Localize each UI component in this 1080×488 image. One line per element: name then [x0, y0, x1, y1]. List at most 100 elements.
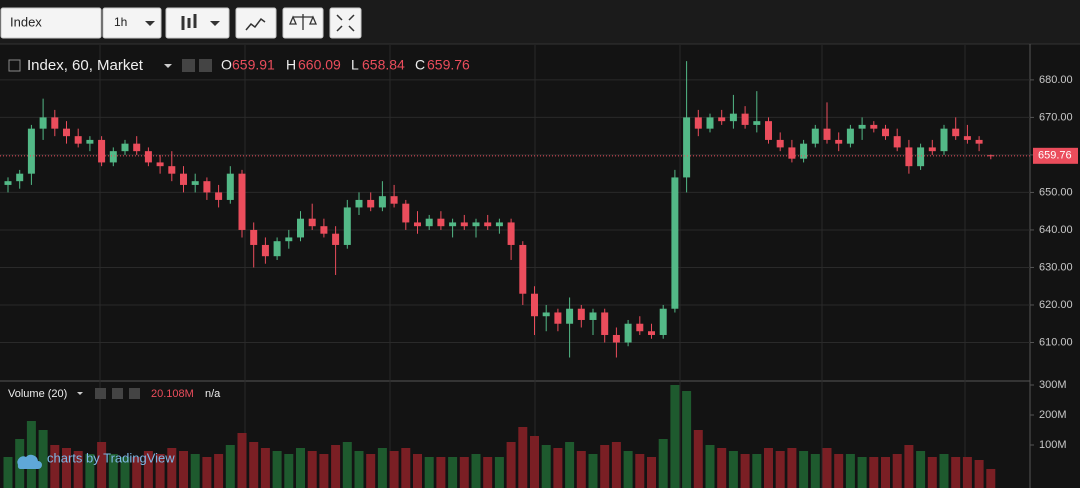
symbol-box[interactable]: [0, 7, 102, 39]
candle-body: [542, 312, 550, 317]
eye-icon[interactable]: [95, 388, 106, 399]
y-tick-label: 300M: [1039, 379, 1067, 391]
eye-icon[interactable]: [182, 59, 195, 72]
close-icon[interactable]: [129, 388, 140, 399]
candle-body: [367, 199, 375, 208]
candle-body: [566, 308, 574, 324]
candle-body: [811, 128, 819, 144]
candle-body: [168, 166, 176, 174]
candle-body: [297, 218, 304, 238]
candle-body: [753, 121, 761, 125]
volume-title: Volume (20): [8, 388, 67, 400]
candle-body: [414, 222, 421, 227]
marks: [3, 61, 996, 488]
indicators-icon: [245, 17, 266, 31]
candle-body: [472, 222, 480, 227]
legend-open: 659.91: [232, 57, 275, 73]
legend-low: 658.84: [362, 57, 405, 73]
interval-box[interactable]: [102, 7, 162, 39]
grid: [0, 45, 1030, 488]
candle-body: [940, 128, 948, 152]
dropdown-arrow: [210, 21, 220, 26]
candle-body: [484, 222, 492, 227]
last-price-label: 659.76: [1038, 150, 1072, 162]
candle-body: [437, 218, 445, 227]
candle-body: [554, 312, 562, 324]
candle-body: [706, 117, 714, 129]
candle-body: [308, 218, 316, 227]
candle-body: [378, 196, 386, 208]
last-price-box: [1033, 147, 1078, 164]
candle-body: [238, 173, 246, 230]
indicators-button[interactable]: [235, 7, 277, 39]
candle-body: [4, 181, 12, 185]
attribution[interactable]: charts by TradingView: [47, 450, 175, 465]
y-tick-label: 680.00: [1039, 74, 1073, 86]
settings-icon[interactable]: [199, 59, 212, 72]
y-tick-label: 650.00: [1039, 186, 1073, 198]
candle-body: [425, 218, 433, 227]
candle-body: [133, 143, 141, 152]
candle-body: [963, 136, 971, 140]
fullscreen-button[interactable]: [329, 7, 362, 39]
volume-value: 20.108M: [151, 388, 194, 400]
candle-body: [928, 147, 936, 152]
candle-body: [917, 147, 925, 167]
dropdown-arrow: [77, 392, 83, 395]
candle-body: [16, 173, 24, 182]
tradingview-logo: [17, 454, 42, 469]
candle-body: [121, 143, 129, 152]
y-tick-label: 200M: [1039, 409, 1067, 421]
candle-body: [191, 181, 199, 185]
candle-body: [86, 139, 94, 144]
candle-body: [683, 117, 691, 178]
candle-body: [180, 173, 187, 185]
candle-body: [460, 222, 468, 227]
candle-body: [589, 312, 597, 320]
candle-body: [519, 244, 527, 294]
candle-body: [893, 136, 901, 148]
candle-body: [156, 162, 164, 167]
candle-body: [27, 128, 35, 174]
candle-body: [63, 128, 70, 137]
symbol: Index: [10, 14, 42, 29]
candle-body: [343, 207, 351, 245]
candle-icon: [181, 14, 197, 30]
y-tick-label: 630.00: [1039, 261, 1073, 273]
candle-body: [355, 199, 363, 208]
collapse-icon[interactable]: [8, 59, 21, 72]
series-title: Index, 60, Market: [27, 57, 144, 74]
settings-icon[interactable]: [112, 388, 123, 399]
chart-style-button[interactable]: [165, 7, 230, 39]
legend-high: 660.09: [298, 57, 341, 73]
volume-ma: n/a: [205, 388, 221, 400]
interval: 1h: [114, 15, 127, 29]
legend-h: H: [286, 57, 296, 73]
dropdown-arrow: [145, 21, 155, 26]
legend-o: O: [221, 57, 232, 73]
candle-body: [741, 113, 749, 125]
candle-body: [765, 121, 772, 140]
candle-body: [788, 147, 796, 159]
candle-body: [952, 128, 960, 137]
fullscreen-icon: [336, 14, 355, 32]
candle-body: [273, 241, 281, 257]
candle-body: [390, 196, 398, 204]
candle-body: [648, 331, 655, 335]
candle-body: [495, 222, 503, 227]
candle-body: [870, 124, 878, 129]
candle-body: [636, 323, 644, 332]
toolbar: [0, 0, 1080, 44]
candle-body: [694, 117, 702, 129]
y-tick-label: 620.00: [1039, 299, 1073, 311]
candle-body: [835, 139, 843, 144]
compare-icon: [289, 14, 317, 30]
candle-body: [659, 308, 667, 335]
candle-body: [882, 128, 889, 137]
candle-body: [285, 237, 293, 242]
candle-body: [250, 229, 258, 245]
candle-body: [449, 222, 457, 227]
candle-body: [109, 151, 117, 163]
